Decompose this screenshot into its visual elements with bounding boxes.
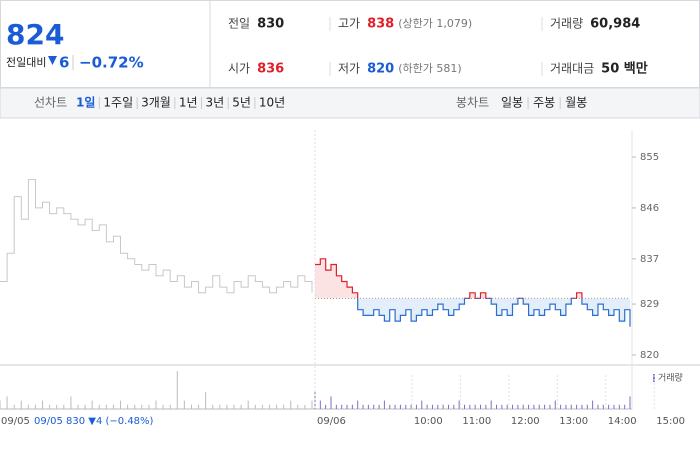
stat-label: 거래대금 <box>550 62 594 76</box>
x-tick-label: 14:00 <box>608 416 637 427</box>
x-tick-label: 10:00 <box>414 416 443 427</box>
tab[interactable]: 1주일 <box>103 96 133 110</box>
tab[interactable]: 3년 <box>206 96 225 110</box>
stat-note: (상한가 1,079) <box>398 17 472 30</box>
stat-value: 820 <box>367 62 394 77</box>
header-box <box>0 0 700 88</box>
stat-value: 830 <box>257 17 284 32</box>
change-label: 전일대비 <box>6 55 46 69</box>
tab[interactable]: 10년 <box>259 96 285 110</box>
stat-value: 50 백만 <box>601 61 648 77</box>
y-tick-label: 820 <box>640 350 659 361</box>
legend-swatch <box>653 374 655 382</box>
tab[interactable]: 5년 <box>232 96 251 110</box>
stat-value: 836 <box>257 62 284 77</box>
footer: 09/05 830 ▼4 (−0.48%) <box>34 416 154 427</box>
stat-label: 거래량 <box>550 17 583 31</box>
stat-note: (하한가 581) <box>398 61 461 75</box>
tab[interactable]: 일봉 <box>501 96 523 110</box>
y-tick-label: 837 <box>640 254 659 265</box>
down-arrow <box>48 56 57 65</box>
stat-label: 저가 <box>338 62 360 76</box>
x-tick-label: 15:00 <box>656 416 685 427</box>
x-tick-label: 13:00 <box>559 416 588 427</box>
tab[interactable]: 주봉 <box>533 96 555 110</box>
x-tick-label: 09/06 <box>317 416 346 427</box>
x-tick-label: 11:00 <box>462 416 491 427</box>
area-down <box>315 298 630 327</box>
x-tick-label: 12:00 <box>511 416 540 427</box>
stat-value: 838 <box>367 17 394 32</box>
tab[interactable]: 3개월 <box>141 96 171 110</box>
x-tick-label: 09/05 <box>1 416 30 427</box>
prev-day-line <box>0 179 313 294</box>
change: 6 <box>59 54 69 72</box>
change-pct: −0.72% <box>79 54 144 72</box>
stat-label: 전일 <box>228 17 250 31</box>
tab-label: 봉차트 <box>456 96 489 110</box>
stat-label: 고가 <box>338 17 360 31</box>
stat-value: 60,984 <box>590 17 640 32</box>
area-up <box>315 258 582 299</box>
stat-label: 시가 <box>228 62 250 76</box>
today-line-down <box>357 298 631 327</box>
tab[interactable]: 월봉 <box>565 96 587 110</box>
y-tick-label: 829 <box>640 299 659 310</box>
tab[interactable]: 1일 <box>76 96 95 110</box>
y-tick-label: 846 <box>640 203 659 214</box>
price: 824 <box>6 18 64 51</box>
tab[interactable]: 1년 <box>179 96 198 110</box>
y-tick-label: 855 <box>640 152 659 163</box>
tab-label: 선차트 <box>34 96 67 110</box>
legend: 거래량 <box>658 372 683 384</box>
tab-bar <box>0 87 700 119</box>
today-line-up <box>315 258 583 299</box>
